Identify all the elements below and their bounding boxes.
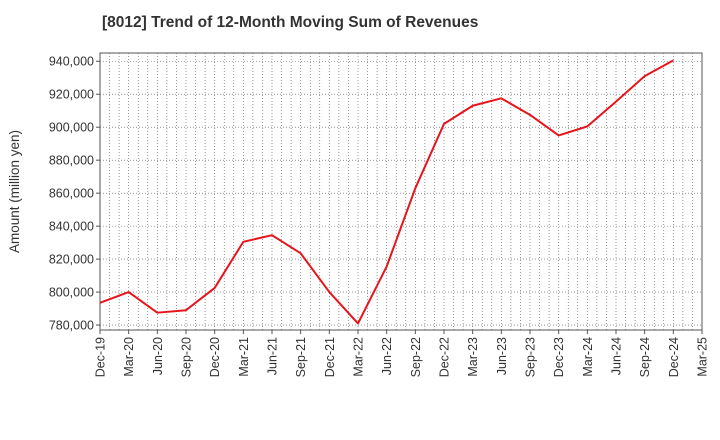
y-tick-label: 800,000 xyxy=(49,286,94,300)
y-tick-label: 920,000 xyxy=(49,88,94,102)
x-tick-label: Sep-23 xyxy=(524,337,538,377)
x-tick-label: Jun-24 xyxy=(610,337,624,375)
y-tick-label: 840,000 xyxy=(49,220,94,234)
x-tick-label: Jun-20 xyxy=(151,337,165,375)
x-tick-label: Mar-21 xyxy=(237,337,251,377)
x-tick-label: Dec-20 xyxy=(208,337,222,377)
x-tick-label: Dec-23 xyxy=(552,337,566,377)
x-tick-label: Dec-24 xyxy=(667,337,681,377)
y-tick-label: 880,000 xyxy=(49,154,94,168)
x-tick-label: Mar-25 xyxy=(696,337,710,377)
x-tick-label: Sep-21 xyxy=(294,337,308,377)
x-tick-label: Sep-24 xyxy=(638,337,652,377)
series-line xyxy=(99,59,674,325)
x-tick-label: Mar-22 xyxy=(352,337,366,377)
y-tick-label: 860,000 xyxy=(49,187,94,201)
x-tick-label: Dec-21 xyxy=(323,337,337,377)
x-tick-label: Sep-22 xyxy=(409,337,423,377)
x-tick-label: Dec-22 xyxy=(438,337,452,377)
x-tick-label: Jun-23 xyxy=(495,337,509,375)
y-tick-label: 820,000 xyxy=(49,253,94,267)
y-tick-label: 940,000 xyxy=(49,55,94,69)
plot-area xyxy=(100,53,702,330)
chart-title: [8012] Trend of 12-Month Moving Sum of R… xyxy=(102,14,479,31)
y-axis-label: Amount (million yen) xyxy=(7,130,22,253)
x-tick-label: Mar-20 xyxy=(122,337,136,377)
y-tick-label: 780,000 xyxy=(49,319,94,333)
x-tick-label: Mar-24 xyxy=(581,337,595,377)
x-tick-label: Sep-20 xyxy=(180,337,194,377)
x-tick-label: Mar-23 xyxy=(466,337,480,377)
y-tick-label: 900,000 xyxy=(49,121,94,135)
x-tick-label: Jun-22 xyxy=(380,337,394,375)
x-tick-label: Dec-19 xyxy=(94,337,108,377)
x-tick-label: Jun-21 xyxy=(266,337,280,375)
plot-frame xyxy=(99,52,703,331)
